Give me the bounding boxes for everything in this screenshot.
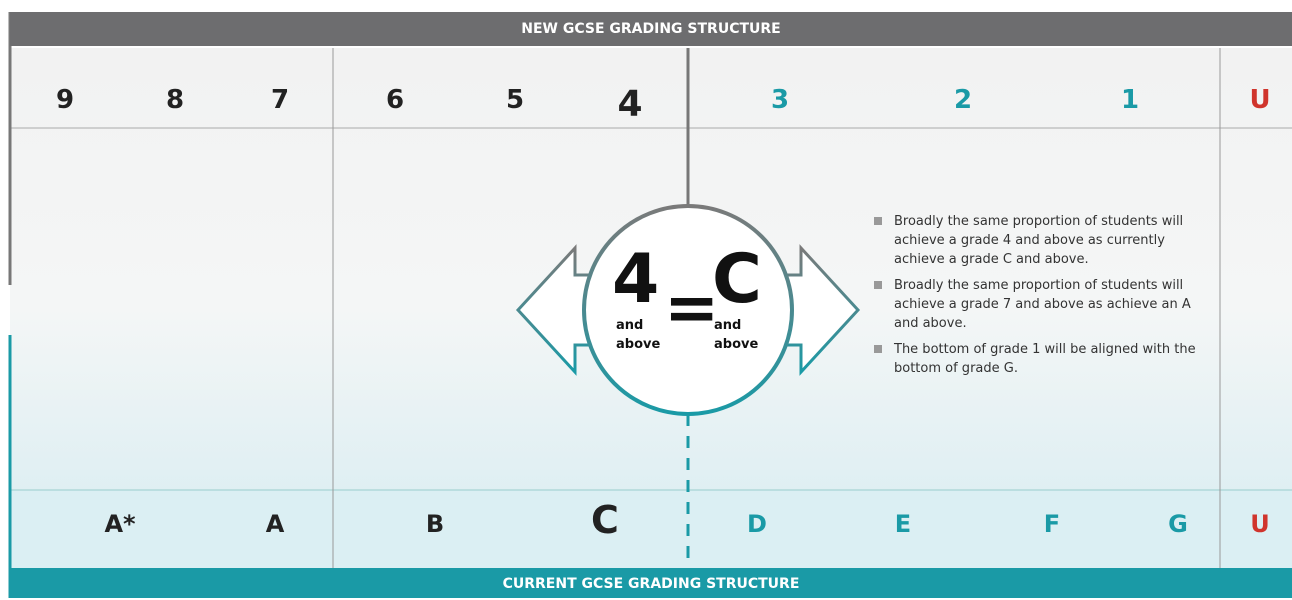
new-grade: 2 xyxy=(953,85,973,115)
current-grade: F xyxy=(1043,510,1061,538)
current-grade: B xyxy=(425,510,445,538)
note-line: and xyxy=(616,318,644,333)
new-grade: 4 xyxy=(617,83,643,125)
bullet-item: Broadly the same proportion of students … xyxy=(872,212,1202,269)
bullet-item: Broadly the same proportion of students … xyxy=(872,276,1202,333)
equation-note: and above xyxy=(616,316,660,354)
bullet-list: Broadly the same proportion of students … xyxy=(872,212,1202,385)
header-title: NEW GCSE GRADING STRUCTURE xyxy=(10,12,1292,46)
current-grade: D xyxy=(747,510,767,538)
new-grade: 8 xyxy=(165,85,185,115)
current-grade: A xyxy=(265,510,285,538)
current-grade: G xyxy=(1168,510,1188,538)
current-grade: C xyxy=(591,498,619,542)
arrow-left xyxy=(515,244,592,376)
new-grade: 5 xyxy=(505,85,525,115)
new-grade: 9 xyxy=(55,85,75,115)
note-line: above xyxy=(714,337,759,352)
new-grade: 6 xyxy=(385,85,405,115)
note-line: above xyxy=(616,337,661,352)
current-grade: U xyxy=(1250,510,1270,538)
note-line: and xyxy=(714,318,742,333)
new-grade: U xyxy=(1249,85,1271,115)
new-grade: 7 xyxy=(270,85,290,115)
current-row xyxy=(10,490,1292,568)
bullet-item: The bottom of grade 1 will be aligned wi… xyxy=(872,340,1202,378)
equation-sign: = xyxy=(664,269,720,346)
current-grade: E xyxy=(894,510,912,538)
equation-circle xyxy=(582,204,794,416)
equation-note: and above xyxy=(714,316,758,354)
current-grade: A* xyxy=(104,510,136,538)
footer-title: CURRENT GCSE GRADING STRUCTURE xyxy=(10,568,1292,598)
new-grade: 3 xyxy=(770,85,790,115)
equation-right: C xyxy=(712,240,762,319)
equation-left: 4 xyxy=(612,240,660,319)
new-grade: 1 xyxy=(1120,85,1140,115)
arrow-right xyxy=(784,244,861,376)
